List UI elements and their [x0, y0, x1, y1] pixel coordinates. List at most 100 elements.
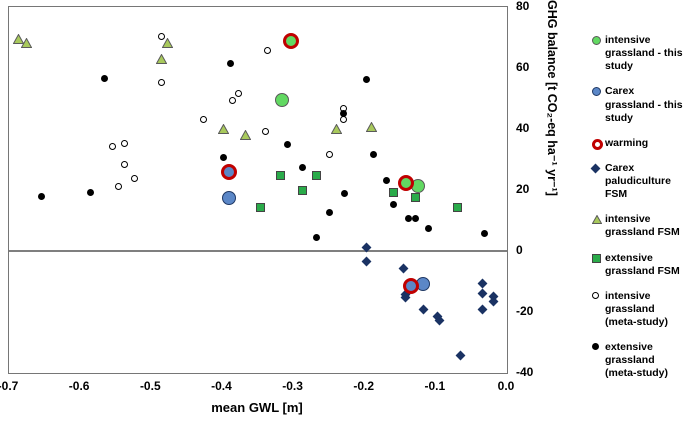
- plot-area: [8, 6, 508, 374]
- open-circle-marker-0-1: [157, 79, 165, 87]
- y-tick-label-5: -20: [516, 304, 534, 318]
- open-circle-marker-legend-6: [592, 291, 599, 299]
- legend-item-2: warming: [592, 137, 684, 150]
- diamond-marker-4-10: [477, 288, 488, 299]
- dot-marker-1-2: [362, 76, 370, 84]
- triangle-marker-2-1: [21, 37, 33, 48]
- legend-label-3: Carex paludiculture FSM: [605, 161, 671, 201]
- circle-marker-6-1: [402, 278, 419, 295]
- x-axis-title: mean GWL [m]: [211, 400, 303, 415]
- dot-marker-1-12: [390, 200, 398, 208]
- circle-marker-legend-2: [592, 138, 603, 150]
- open-circle-icon: [592, 290, 605, 303]
- y-tick-label-1: 60: [516, 60, 530, 74]
- legend-label-1: Carex grassland - this study: [605, 85, 683, 124]
- circle-icon: [592, 34, 605, 47]
- legend-item-7: extensive grassland (meta-study): [592, 341, 684, 380]
- triangle-marker-legend-4: [592, 215, 602, 225]
- circle-marker-7-0: [275, 93, 290, 108]
- diamond-marker-4-14: [455, 350, 465, 360]
- open-circle-marker-0-11: [262, 127, 270, 135]
- open-circle-marker-0-12: [325, 151, 333, 159]
- open-circle-marker-0-3: [234, 90, 242, 98]
- square-marker-3-5: [410, 193, 420, 203]
- legend-label-0: intensive grassland - this study: [605, 34, 683, 73]
- square-marker-3-2: [311, 170, 321, 180]
- dot-marker-1-6: [220, 154, 228, 162]
- dot-marker-1-9: [369, 150, 377, 158]
- triangle-marker-2-4: [218, 124, 230, 134]
- dot-marker-1-0: [100, 74, 108, 82]
- x-tick-label-3: -0.4: [211, 379, 232, 393]
- diamond-marker-4-6: [418, 304, 429, 315]
- circle-marker-8-0: [283, 32, 300, 49]
- triangle-marker-2-5: [239, 130, 251, 141]
- legend-item-3: Carex paludiculture FSM: [590, 161, 684, 201]
- triangle-marker-2-3: [155, 53, 167, 64]
- legend-label-6: intensive grassland (meta-study): [605, 289, 669, 328]
- x-tick-label-1: -0.6: [68, 379, 90, 393]
- y-tick-label-0: 80: [516, 0, 530, 13]
- circle-marker-6-0: [220, 164, 237, 181]
- y-tick-label-2: 40: [516, 121, 530, 135]
- open-circle-marker-0-6: [108, 142, 116, 150]
- x-tick-label-6: -0.1: [424, 379, 446, 393]
- open-circle-marker-0-4: [228, 96, 236, 104]
- circle-icon: [592, 137, 605, 150]
- legend-item-1: Carex grassland - this study: [592, 85, 684, 124]
- square-icon: [592, 252, 605, 265]
- open-circle-marker-0-0: [157, 33, 165, 41]
- legend-item-0: intensive grassland - this study: [592, 34, 684, 73]
- legend: intensive grassland - this study Carex gr…: [590, 34, 684, 393]
- y-tick-label-4: 0: [516, 243, 523, 257]
- triangle-marker-2-7: [366, 121, 378, 132]
- triangle-icon: [592, 213, 605, 226]
- dot-marker-1-14: [312, 234, 320, 242]
- dot-marker-1-1: [227, 59, 235, 67]
- zero-gridline: [9, 250, 507, 252]
- dot-marker-1-4: [37, 192, 45, 200]
- square-marker-3-4: [389, 187, 399, 197]
- dot-icon: [592, 341, 605, 354]
- y-tick-label-3: 20: [516, 182, 530, 196]
- x-tick-label-5: -0.2: [353, 379, 375, 393]
- circle-marker-5-0: [221, 190, 236, 205]
- dot-marker-1-15: [404, 215, 412, 223]
- dot-marker-1-5: [86, 188, 94, 196]
- diamond-marker-4-1: [361, 257, 372, 267]
- y-tick-label-6: -40: [516, 365, 534, 379]
- dot-marker-legend-7: [592, 343, 599, 351]
- x-tick-label-4: -0.3: [282, 379, 303, 393]
- triangle-marker-2-0: [13, 34, 25, 45]
- square-marker-3-0: [255, 203, 265, 213]
- open-circle-marker-0-14: [339, 116, 347, 124]
- dot-marker-1-8: [298, 163, 306, 171]
- x-tick-label-7: 0.0: [497, 379, 515, 393]
- y-axis-title: GHG balance [t CO₂-eq ha⁻¹ yr⁻¹]: [545, 0, 559, 196]
- open-circle-marker-0-7: [121, 139, 129, 147]
- legend-label-7: extensive grassland (meta-study): [605, 341, 669, 380]
- dot-marker-1-10: [383, 177, 391, 185]
- open-circle-marker-0-5: [199, 116, 207, 124]
- x-tick-label-0: -0.7: [0, 379, 19, 393]
- square-marker-3-6: [452, 202, 462, 212]
- square-marker-legend-5: [592, 253, 601, 263]
- dot-marker-1-3: [339, 109, 347, 117]
- dot-marker-1-17: [425, 224, 433, 232]
- diamond-marker-4-12: [488, 296, 499, 307]
- dot-marker-1-7: [284, 141, 292, 149]
- legend-item-5: extensive grassland FSM: [592, 252, 684, 278]
- dot-marker-1-16: [411, 214, 419, 222]
- diamond-marker-legend-3: [590, 163, 601, 174]
- dot-marker-1-18: [480, 230, 488, 238]
- legend-label-4: intensive grassland FSM: [605, 213, 680, 239]
- circle-marker-legend-0: [592, 36, 601, 45]
- diamond-marker-4-9: [477, 278, 488, 289]
- triangle-marker-2-6: [331, 124, 343, 134]
- dot-marker-1-13: [326, 209, 334, 217]
- diamond-icon: [590, 162, 605, 175]
- open-circle-marker-0-9: [130, 174, 138, 182]
- diamond-marker-4-8: [434, 315, 445, 326]
- diamond-marker-4-13: [477, 304, 488, 315]
